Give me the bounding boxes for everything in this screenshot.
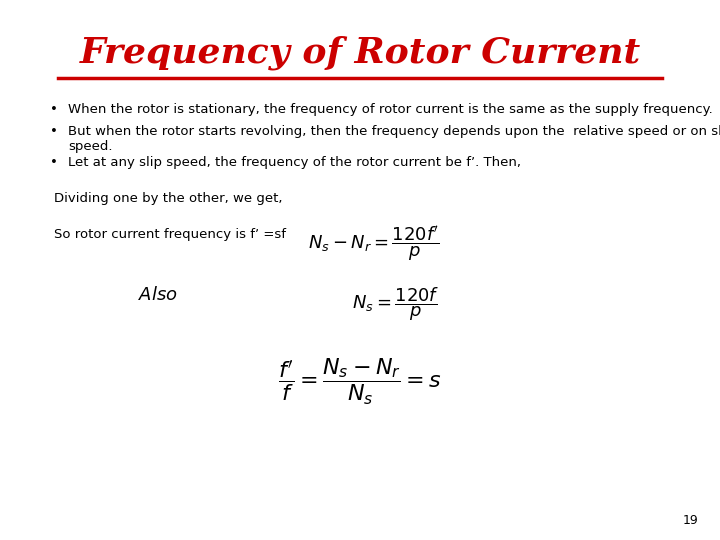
Text: When the rotor is stationary, the frequency of rotor current is the same as the : When the rotor is stationary, the freque… xyxy=(68,103,713,116)
Text: 19: 19 xyxy=(683,514,698,526)
Text: •: • xyxy=(50,125,58,138)
Text: Let at any slip speed, the frequency of the rotor current be fʼ. Then,: Let at any slip speed, the frequency of … xyxy=(68,156,521,168)
Text: $\mathit{Also}$: $\mathit{Also}$ xyxy=(138,286,179,304)
Text: Dividing one by the other, we get,: Dividing one by the other, we get, xyxy=(54,192,282,205)
Text: $N_s = \dfrac{120f}{p}$: $N_s = \dfrac{120f}{p}$ xyxy=(352,285,440,323)
Text: •: • xyxy=(50,103,58,116)
Text: •: • xyxy=(50,156,58,168)
Text: But when the rotor starts revolving, then the frequency depends upon the  relati: But when the rotor starts revolving, the… xyxy=(68,125,720,153)
Text: $\dfrac{f^{\prime}}{f} = \dfrac{N_s - N_r}{N_s} = s$: $\dfrac{f^{\prime}}{f} = \dfrac{N_s - N_… xyxy=(278,356,442,407)
Text: $N_s - N_r = \dfrac{120f^{\prime}}{p}$: $N_s - N_r = \dfrac{120f^{\prime}}{p}$ xyxy=(308,224,441,263)
Text: So rotor current frequency is fʼ =sf: So rotor current frequency is fʼ =sf xyxy=(54,228,286,241)
Text: Frequency of Rotor Current: Frequency of Rotor Current xyxy=(79,35,641,70)
